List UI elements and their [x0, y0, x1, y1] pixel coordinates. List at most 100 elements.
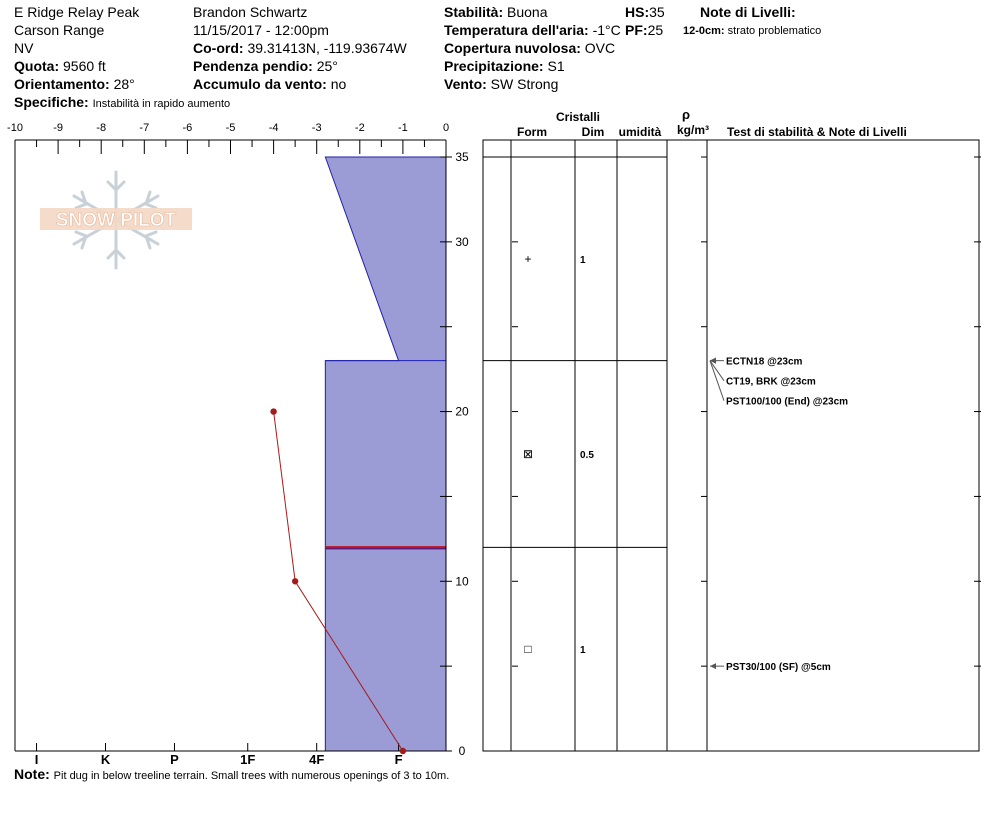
note-label: Note:	[14, 766, 50, 782]
hardness-label: F	[395, 752, 403, 767]
state-name: NV	[14, 40, 34, 56]
temp-axis: -10 -9 -8 -7 -6 -5 -4 -3 -2 -1 0	[7, 122, 449, 154]
temp-tick-label: -9	[53, 122, 63, 134]
wind-value: SW Strong	[490, 76, 559, 92]
coord-label: Co-ord:	[193, 40, 244, 56]
pf-value: 25	[647, 22, 664, 38]
specifics-row: Specifiche: Instabilità in rapido aument…	[14, 93, 230, 113]
stability-test-label: PST30/100 (SF) @5cm	[726, 662, 831, 673]
precip-label: Precipitazione:	[444, 58, 544, 74]
temp-tick-label: 0	[443, 122, 449, 134]
layer-size: 1	[580, 645, 586, 656]
stability-test-label: CT19, BRK @23cm	[726, 377, 816, 388]
sky-label: Copertura nuvolosa:	[444, 40, 581, 56]
hardness-label: P	[170, 752, 179, 767]
stability-test-label: ECTN18 @23cm	[726, 357, 803, 368]
pf-row: PF:25	[625, 21, 663, 39]
air-temp-label: Temperatura dell'aria:	[444, 22, 589, 38]
layer-form-symbol: +	[524, 252, 531, 266]
wind-label: Vento:	[444, 76, 487, 92]
stability-test-label: PST100/100 (End) @23cm	[726, 397, 848, 408]
logo-text: SNOW PILOT	[56, 210, 177, 231]
elevation-value: 9560 ft	[63, 58, 106, 74]
layer-notes-title: Note di Livelli:	[700, 3, 796, 21]
test-arrowhead	[710, 357, 716, 364]
size-header: Dim	[582, 125, 605, 139]
elevation-row: Quota: 9560 ft	[14, 57, 106, 75]
layer-size: 0.5	[580, 450, 594, 461]
note-text: Pit dug in below treeline terrain. Small…	[53, 770, 450, 782]
snowpilot-logo: SNOW PILOT	[40, 170, 192, 270]
aspect-value: 28°	[113, 76, 135, 92]
note-row: Note: Pit dug in below treeline terrain.…	[14, 766, 449, 782]
air-temp-row: Temperatura dell'aria: -1°C	[444, 21, 621, 39]
layer-form-symbol: ⊠	[523, 447, 533, 461]
sky-value: OVC	[584, 40, 616, 56]
hardness-label: 1F	[240, 752, 255, 767]
height-tick-label: 35	[455, 150, 469, 164]
layer-size: 1	[580, 255, 586, 266]
elevation-label: Quota:	[14, 58, 60, 74]
slope-row: Pendenza pendio: 25°	[193, 57, 338, 75]
temp-tick-label: -7	[139, 122, 149, 134]
layer-form-symbol: □	[524, 642, 531, 656]
pf-label: PF:	[625, 22, 648, 38]
observation-datetime: 11/15/2017 - 12:00pm	[193, 22, 329, 38]
temp-point	[291, 578, 299, 585]
tests-header: Test di stabilità & Note di Livelli	[727, 125, 907, 139]
stability-tests: ECTN18 @23cm CT19, BRK @23cm PST100/100 (E…	[709, 357, 848, 673]
wind-row: Vento: SW Strong	[444, 75, 558, 93]
hardness-profile	[324, 156, 447, 752]
test-arrowhead	[710, 663, 716, 670]
stability-value: Buona	[507, 4, 548, 20]
range-name: Carson Range	[14, 22, 105, 38]
aspect-row: Orientamento: 28°	[14, 75, 135, 93]
hardness-label: I	[35, 752, 39, 767]
hardness-label: 4F	[309, 752, 324, 767]
temp-tick-label: -4	[269, 122, 279, 134]
temp-point	[399, 747, 407, 755]
density-unit: kg/m³	[677, 123, 709, 137]
height-tick-label: 10	[455, 574, 469, 588]
height-tick-label: 30	[455, 235, 469, 249]
layer-notes-label: Note di Livelli:	[700, 4, 796, 20]
hs-label: HS:	[625, 4, 650, 20]
form-header: Form	[517, 125, 547, 139]
precip-row: Precipitazione: S1	[444, 57, 565, 75]
layer-note-depth: 12-0cm:	[683, 25, 725, 37]
aspect-label: Orientamento:	[14, 76, 110, 92]
wind-loading-label: Accumulo da vento:	[193, 76, 327, 92]
test-leader	[709, 360, 725, 381]
slope-value: 25°	[316, 58, 338, 74]
hardness-label: K	[101, 752, 111, 767]
temp-tick-label: -10	[7, 122, 23, 134]
slope-label: Pendenza pendio:	[193, 58, 313, 74]
hs-value: 35	[649, 4, 665, 20]
layer-note-row: 12-0cm: strato problematico	[683, 22, 821, 40]
temp-tick-label: -6	[183, 122, 193, 134]
temp-tick-label: -1	[398, 122, 408, 134]
specifics-label: Specifiche:	[14, 94, 89, 110]
height-tick-label: 0	[459, 744, 466, 758]
location-name: E Ridge Relay Peak	[14, 4, 140, 20]
table-frame	[482, 139, 980, 752]
temperature-profile	[270, 408, 407, 755]
density-symbol: ρ	[682, 107, 690, 122]
test-leader	[709, 360, 725, 401]
stability-row: Stabilità: Buona	[444, 3, 548, 21]
temp-tick-label: -2	[355, 122, 365, 134]
layer-table: Cristalli Form Dim umidità ρkg/m³ Test di sta…	[482, 107, 981, 752]
observer-name: Brandon Schwartz	[193, 4, 308, 20]
moisture-header: umidità	[619, 125, 662, 139]
air-temp-value: -1°C	[592, 22, 621, 38]
coord-value: 39.31413N, -119.93674W	[247, 40, 407, 56]
height-axis: 0 10 20 30 35	[440, 150, 469, 758]
temp-tick-label: -3	[312, 122, 322, 134]
temp-tick-label: -5	[226, 122, 236, 134]
coord-row: Co-ord: 39.31413N, -119.93674W	[193, 39, 407, 57]
precip-value: S1	[547, 58, 565, 74]
temp-tick-label: -8	[96, 122, 106, 134]
layer-note-text: strato problematico	[727, 25, 822, 37]
height-tick-label: 20	[455, 405, 469, 419]
stability-label: Stabilità:	[444, 4, 504, 20]
